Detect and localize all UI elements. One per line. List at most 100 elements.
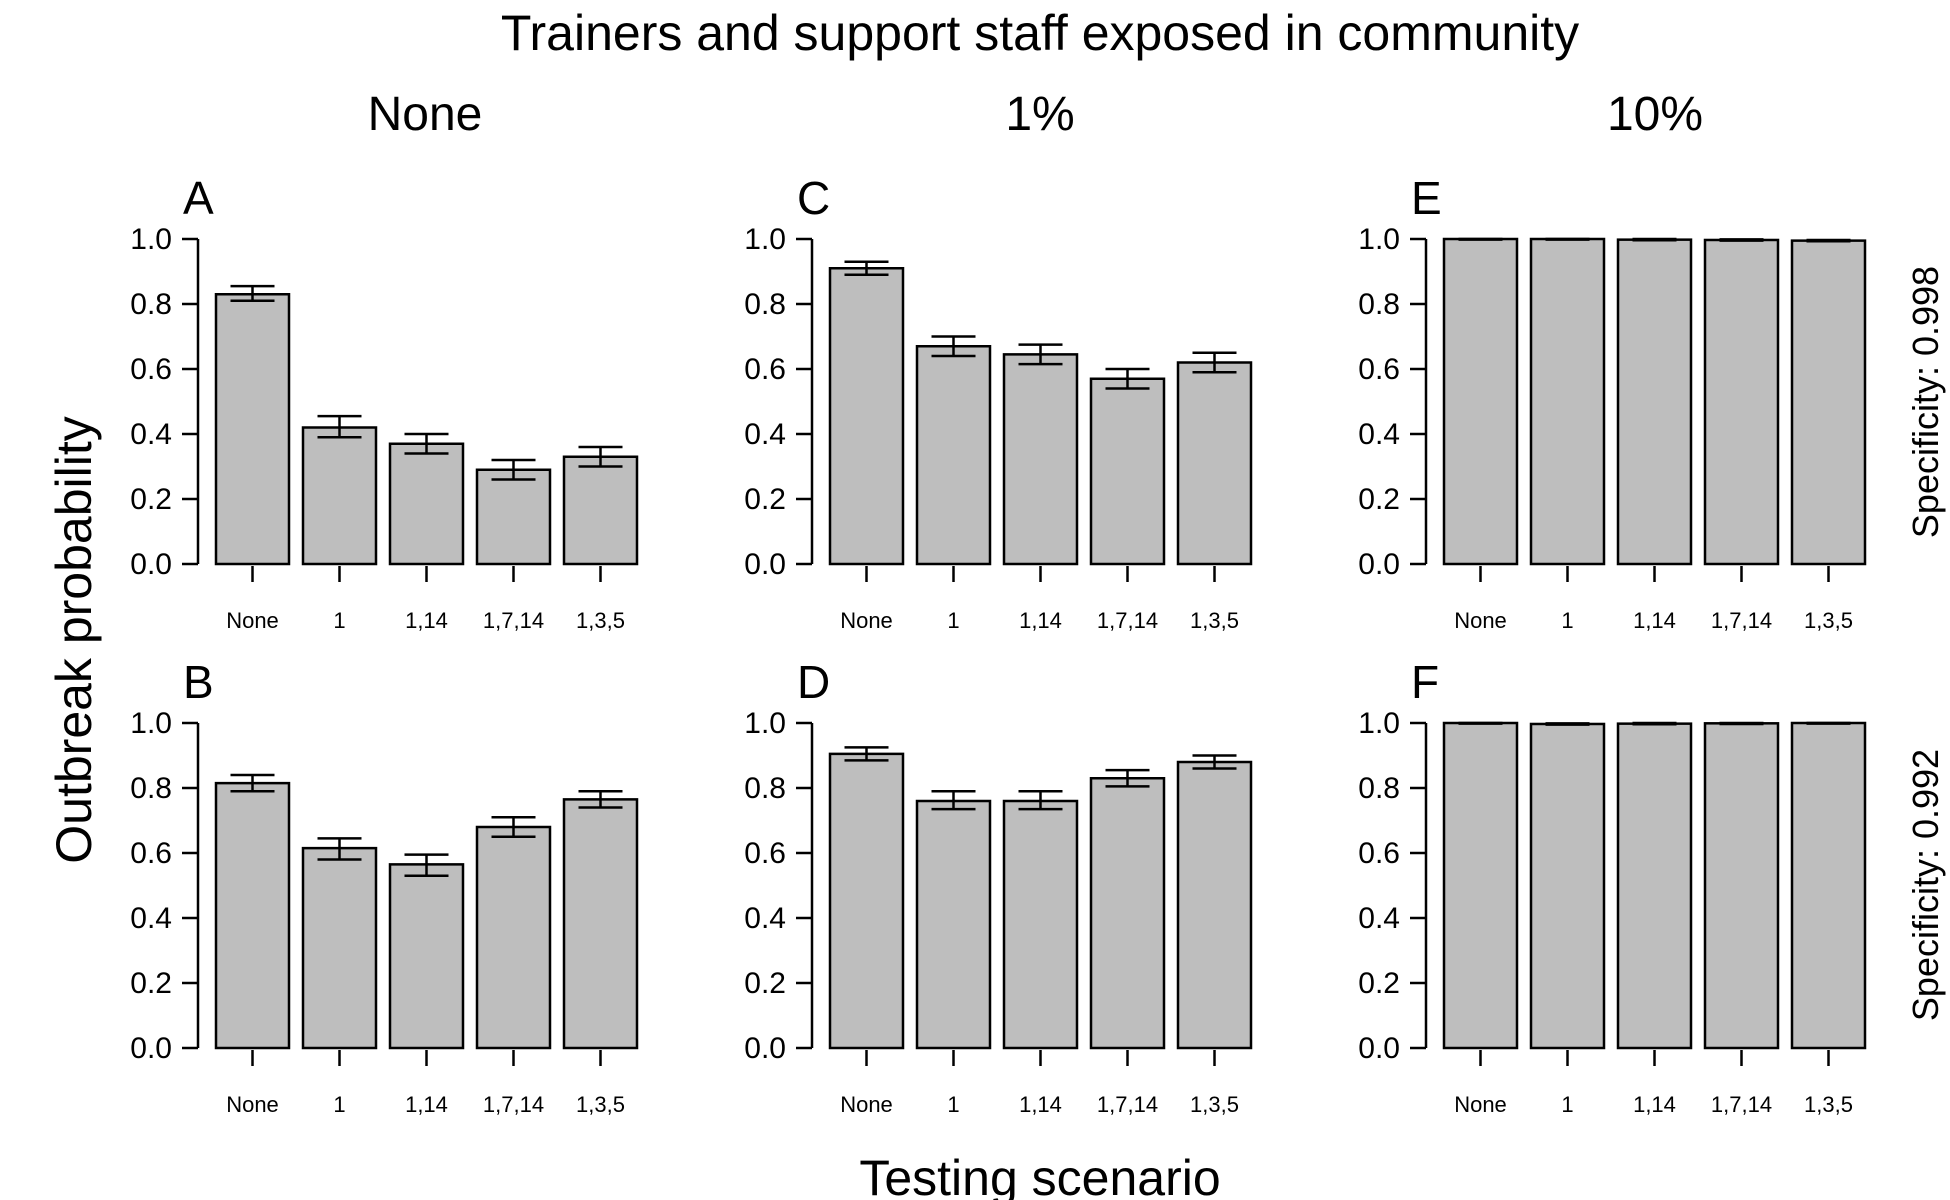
x-tick-label: 1 xyxy=(1561,608,1573,633)
x-tick-label: 1,7,14 xyxy=(1097,608,1158,633)
panel-label: A xyxy=(183,172,214,224)
x-tick-label: 1,14 xyxy=(1019,608,1062,633)
bar xyxy=(1176,760,1253,1050)
x-tick-label: 1,3,5 xyxy=(1804,608,1853,633)
y-tick-label: 0.8 xyxy=(130,288,172,321)
row-label-top: Specificity: 0.998 xyxy=(1905,266,1946,538)
y-tick-label: 0.4 xyxy=(744,418,786,451)
y-tick-label: 1.0 xyxy=(744,707,786,740)
x-tick-label: None xyxy=(1454,1092,1507,1117)
bar xyxy=(1442,721,1519,1050)
bar xyxy=(562,455,639,566)
bar xyxy=(1529,722,1606,1050)
x-tick-label: 1,7,14 xyxy=(1097,1092,1158,1117)
x-tick-label: None xyxy=(226,608,279,633)
column-label-none: None xyxy=(368,88,483,141)
y-tick-label: 1.0 xyxy=(744,223,786,256)
y-tick-label: 0.4 xyxy=(1358,902,1400,935)
bar xyxy=(1002,353,1079,566)
x-tick-label: 1,3,5 xyxy=(576,608,625,633)
bar xyxy=(1703,722,1780,1050)
x-tick-label: 1 xyxy=(1561,1092,1573,1117)
y-tick-label: 0.0 xyxy=(1358,1032,1400,1065)
panel-label: B xyxy=(183,656,214,708)
y-tick-label: 1.0 xyxy=(1358,707,1400,740)
x-tick-label: 1,3,5 xyxy=(1190,608,1239,633)
x-tick-label: None xyxy=(226,1092,279,1117)
y-tick-label: 0.4 xyxy=(744,902,786,935)
y-tick-label: 0.0 xyxy=(744,548,786,581)
y-tick-label: 0.4 xyxy=(1358,418,1400,451)
y-tick-label: 0.8 xyxy=(1358,288,1400,321)
chart-title: Trainers and support staff exposed in co… xyxy=(501,5,1579,61)
panel-label: C xyxy=(797,172,830,224)
bar xyxy=(1002,799,1079,1050)
x-tick-label: 1,7,14 xyxy=(1711,1092,1772,1117)
bar xyxy=(828,267,905,566)
bar xyxy=(1703,238,1780,566)
x-tick-label: 1,3,5 xyxy=(576,1092,625,1117)
y-tick-label: 1.0 xyxy=(1358,223,1400,256)
x-tick-label: None xyxy=(840,1092,893,1117)
column-label-1pct: 1% xyxy=(1005,88,1074,141)
panel-c: C 0.0 0.2 0.4 0.6 0.8 1.0 None 1 1,14 1,7,14 1,3,5 xyxy=(744,172,1253,633)
y-tick-label: 1.0 xyxy=(130,223,172,256)
x-tick-label: None xyxy=(1454,608,1507,633)
y-tick-label: 1.0 xyxy=(130,707,172,740)
y-tick-label: 0.8 xyxy=(130,772,172,805)
y-tick-label: 0.4 xyxy=(130,902,172,935)
y-tick-label: 0.8 xyxy=(744,772,786,805)
bar xyxy=(915,345,992,566)
x-tick-label: 1,3,5 xyxy=(1804,1092,1853,1117)
y-tick-label: 0.6 xyxy=(130,353,172,386)
x-tick-label: 1,14 xyxy=(405,1092,448,1117)
panel-e: E 0.0 0.2 0.4 0.6 0.8 1.0 None 1 1,14 1,7,14 1,3,5 xyxy=(1358,172,1867,633)
bar xyxy=(475,468,552,566)
x-tick-label: None xyxy=(840,608,893,633)
panels-group: A 0.0 0.2 0.4 0.6 0.8 1.0 None 1 1,14 1,7,14 1,3,5 B… xyxy=(130,172,1867,1117)
y-tick-label: 0.8 xyxy=(1358,772,1400,805)
bar xyxy=(301,426,378,566)
x-axis-label: Testing scenario xyxy=(859,1150,1220,1200)
bar xyxy=(1176,361,1253,566)
y-tick-label: 0.6 xyxy=(744,353,786,386)
panel-f: F 0.0 0.2 0.4 0.6 0.8 1.0 None 1 1,14 1,7,14 1,3,5 xyxy=(1358,656,1867,1117)
y-tick-label: 0.0 xyxy=(130,548,172,581)
bar xyxy=(1529,237,1606,566)
y-tick-label: 0.2 xyxy=(744,483,786,516)
panel-label: D xyxy=(797,656,830,708)
bar xyxy=(1790,239,1867,566)
bar xyxy=(1616,238,1693,566)
x-tick-label: 1 xyxy=(947,1092,959,1117)
y-axis-label: Outbreak probability xyxy=(46,416,102,863)
bar xyxy=(1089,777,1166,1050)
x-tick-label: 1,7,14 xyxy=(483,608,544,633)
y-tick-label: 0.8 xyxy=(744,288,786,321)
x-tick-label: 1 xyxy=(947,608,959,633)
bar xyxy=(562,798,639,1050)
row-label-bottom: Specificity: 0.992 xyxy=(1905,749,1946,1021)
y-tick-label: 0.0 xyxy=(130,1032,172,1065)
y-tick-label: 0.2 xyxy=(744,967,786,1000)
bar xyxy=(475,825,552,1050)
bar xyxy=(828,752,905,1050)
bar xyxy=(214,781,291,1050)
x-tick-label: 1,14 xyxy=(1019,1092,1062,1117)
panel-b: B 0.0 0.2 0.4 0.6 0.8 1.0 None 1 1,14 1,7,14 1,3,5 xyxy=(130,656,639,1117)
column-label-10pct: 10% xyxy=(1607,88,1703,141)
y-tick-label: 0.6 xyxy=(744,837,786,870)
y-tick-label: 0.6 xyxy=(130,837,172,870)
bar xyxy=(1790,721,1867,1050)
bar xyxy=(915,799,992,1050)
bar xyxy=(1089,377,1166,566)
y-tick-label: 0.2 xyxy=(130,483,172,516)
x-tick-label: 1,14 xyxy=(405,608,448,633)
panel-a: A 0.0 0.2 0.4 0.6 0.8 1.0 None 1 1,14 1,7,14 1,3,5 xyxy=(130,172,639,633)
bar xyxy=(388,863,465,1050)
x-tick-label: 1,7,14 xyxy=(1711,608,1772,633)
panel-label: E xyxy=(1411,172,1442,224)
x-tick-label: 1 xyxy=(333,1092,345,1117)
bar xyxy=(301,846,378,1050)
y-tick-label: 0.2 xyxy=(1358,967,1400,1000)
